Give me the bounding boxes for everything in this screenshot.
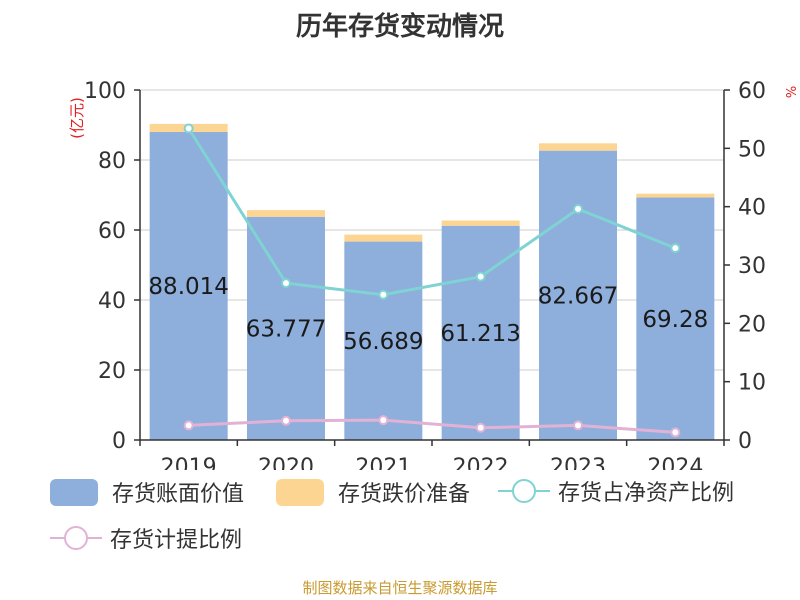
legend-item-impairment[interactable]: 存货跌价准备 bbox=[276, 476, 470, 508]
legend-swatch-impairment bbox=[276, 478, 324, 506]
line-provision-ratio bbox=[188, 418, 676, 434]
bar-impairment bbox=[344, 234, 423, 242]
bar-value-label: 61.213 bbox=[440, 321, 520, 347]
point-provision-ratio bbox=[281, 415, 291, 426]
bar-value-label: 69.28 bbox=[642, 307, 708, 333]
bar-value-label: 82.667 bbox=[538, 283, 618, 309]
axes: 0 20 40 60 80 100 0 10 20 30 40 50 60 2019 2020 2021 202… bbox=[68, 79, 800, 470]
legend-label: 存货账面价值 bbox=[112, 482, 245, 507]
left-axis-tick-label: 80 bbox=[98, 149, 126, 174]
lines bbox=[183, 123, 681, 438]
bar-book-value bbox=[149, 131, 228, 441]
legend-line-key-provision-ratio bbox=[50, 526, 102, 550]
bar-impairment bbox=[636, 193, 715, 198]
x-axis-tick-label: 2020 bbox=[258, 455, 314, 470]
right-axis-tick-label: 30 bbox=[738, 254, 766, 279]
bar-impairment bbox=[539, 143, 617, 151]
left-axis-tick-label: 40 bbox=[98, 289, 126, 314]
bar-impairment bbox=[247, 210, 325, 217]
source-footer: 制图数据来自恒生聚源数据库 bbox=[302, 579, 498, 597]
point-net-asset-ratio bbox=[378, 289, 389, 300]
bar-book-value bbox=[441, 225, 520, 440]
x-axis-tick-label: 2019 bbox=[161, 455, 217, 470]
point-net-asset-ratio bbox=[281, 278, 291, 289]
legend-label: 存货占净资产比例 bbox=[558, 481, 735, 506]
right-axis-tick-label: 10 bbox=[738, 371, 766, 396]
point-provision-ratio bbox=[670, 427, 681, 438]
legend-label: 存货计提比例 bbox=[110, 528, 243, 553]
point-net-asset-ratio bbox=[475, 271, 486, 282]
chart-title: 历年存货变动情况 bbox=[295, 12, 504, 42]
point-net-asset-ratio bbox=[183, 123, 194, 134]
right-axis-tick-label: 60 bbox=[738, 79, 766, 104]
left-axis-label: (亿元) bbox=[68, 97, 86, 139]
bar-book-value bbox=[539, 150, 617, 440]
left-axis-tick-label: 20 bbox=[98, 359, 126, 384]
right-axis-tick-label: 50 bbox=[738, 137, 766, 162]
right-axis-tick-label: 40 bbox=[738, 196, 766, 221]
line-net-asset-ratio bbox=[187, 127, 676, 297]
legend-item-provision-ratio[interactable]: 存货计提比例 bbox=[50, 522, 242, 554]
legend-item-book-value[interactable]: 存货账面价值 bbox=[50, 476, 244, 508]
bar-value-label: 63.777 bbox=[246, 316, 326, 342]
bar-value-label: 88.014 bbox=[148, 274, 228, 300]
data-labels: 88.014 63.777 56.689 61.213 82.667 69.28 bbox=[148, 274, 708, 355]
bar-impairment bbox=[441, 220, 520, 226]
point-provision-ratio bbox=[475, 422, 486, 433]
bar-book-value bbox=[344, 241, 423, 440]
left-axis-tick-label: 100 bbox=[84, 79, 126, 104]
chart-plot: 0 20 40 60 80 100 0 10 20 30 40 50 60 2019 2020 2021 202… bbox=[68, 79, 800, 470]
x-axis-tick-label: 2021 bbox=[355, 455, 411, 470]
legend-swatch-book-value bbox=[50, 478, 98, 506]
x-axis-tick-label: 2022 bbox=[453, 455, 509, 470]
bar-book-value bbox=[247, 216, 325, 440]
legend-label: 存货跌价准备 bbox=[338, 482, 471, 507]
point-provision-ratio bbox=[183, 420, 194, 431]
point-net-asset-ratio bbox=[573, 204, 583, 214]
bar-value-label: 56.689 bbox=[343, 329, 423, 355]
legend-item-net-asset-ratio[interactable]: 存货占净资产比例 bbox=[498, 475, 734, 507]
point-net-asset-ratio bbox=[670, 243, 681, 254]
x-axis-tick-label: 2024 bbox=[647, 455, 703, 470]
left-axis-tick-label: 0 bbox=[112, 429, 126, 454]
right-axis-label: % bbox=[785, 86, 800, 98]
right-axis-tick-label: 0 bbox=[738, 429, 752, 454]
point-provision-ratio bbox=[378, 415, 389, 426]
legend-line-key-net-asset-ratio bbox=[498, 479, 550, 503]
point-provision-ratio bbox=[573, 420, 583, 431]
bars bbox=[149, 123, 715, 441]
x-axis-tick-label: 2023 bbox=[550, 455, 606, 470]
left-axis-tick-label: 60 bbox=[98, 219, 126, 244]
right-axis-tick-label: 20 bbox=[738, 312, 766, 337]
